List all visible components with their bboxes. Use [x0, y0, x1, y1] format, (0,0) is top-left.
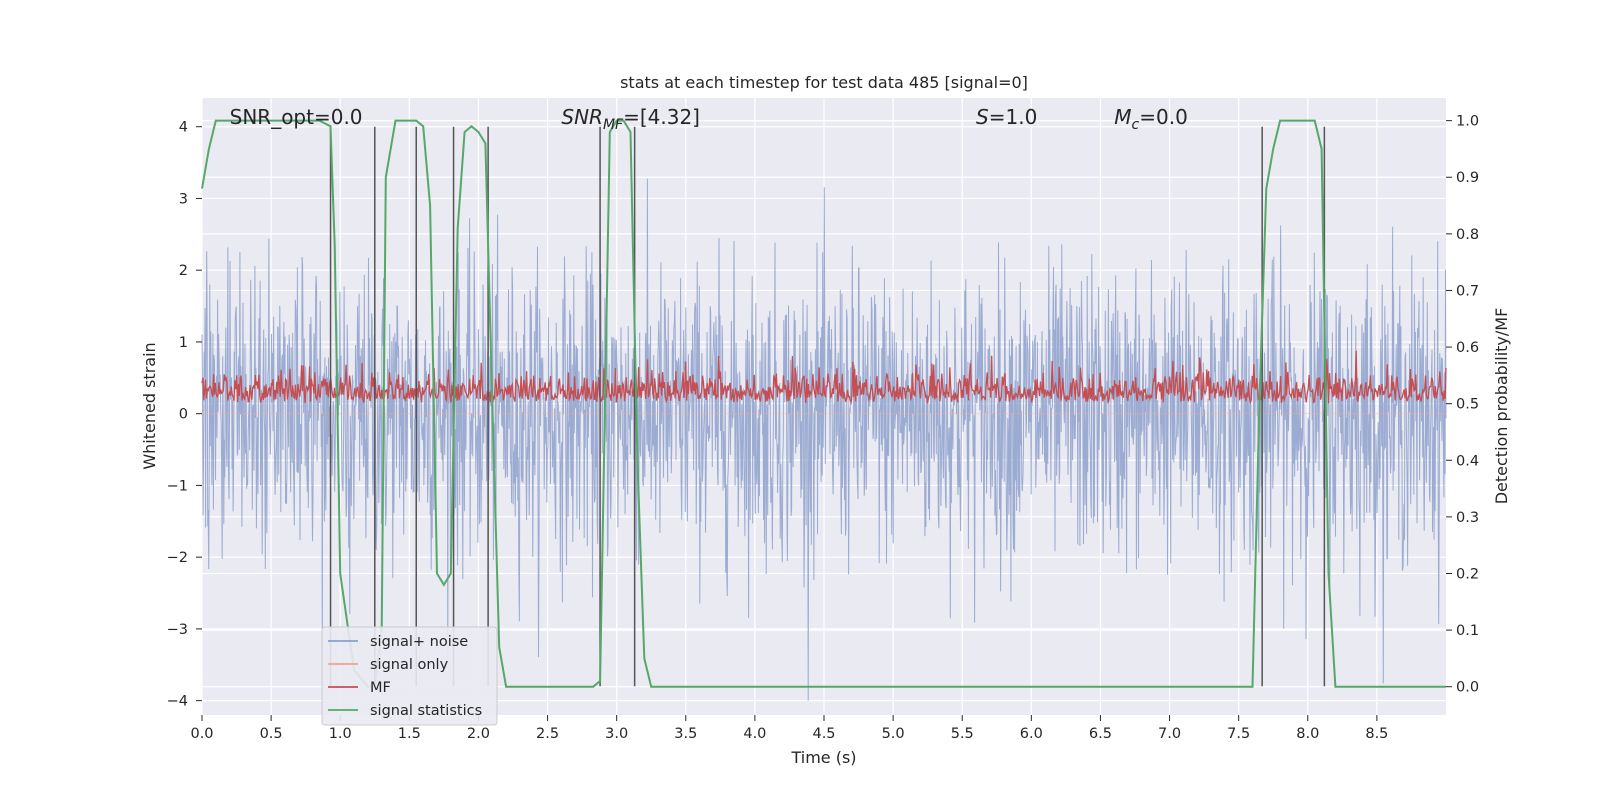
x-tick-label-5: 2.5 — [536, 726, 559, 742]
y-tick-label-5: −1 — [167, 478, 188, 494]
y-tick-label-3: 1 — [179, 335, 188, 351]
y2-tick-label-7: 0.3 — [1456, 510, 1479, 526]
x-tick-label-9: 4.5 — [812, 726, 835, 742]
y-axis-label: Whitened strain — [140, 342, 159, 469]
x-tick-label-14: 7.0 — [1158, 726, 1181, 742]
x-tick-label-0: 0.0 — [190, 726, 213, 742]
annotations: SNR_opt=0.0 SNRMF=[4.32] S=1.0 Mc=0.0 — [230, 105, 1188, 133]
legend-label-3: signal statistics — [370, 703, 482, 719]
annotation-3: Mc=0.0 — [1114, 105, 1188, 133]
x-tick-label-15: 7.5 — [1227, 726, 1250, 742]
signal-noise-line — [201, 178, 1447, 701]
y-tick-label-6: −2 — [167, 550, 188, 566]
legend: signal+ noise signal only MF signal statist… — [321, 626, 498, 726]
annotation-0: SNR_opt=0.0 — [230, 105, 363, 129]
x-axis-label: Time (s) — [790, 748, 856, 767]
legend-label-2: MF — [370, 680, 391, 696]
y-tick-label-0: 4 — [179, 120, 188, 136]
y2-tick-label-5: 0.5 — [1456, 397, 1479, 413]
y2-tick-label-6: 0.4 — [1456, 453, 1479, 469]
x-tick-label-12: 6.0 — [1020, 726, 1043, 742]
x-tick-label-8: 4.0 — [743, 726, 766, 742]
y2-tick-label-4: 0.6 — [1456, 340, 1479, 356]
x-tick-label-13: 6.5 — [1089, 726, 1112, 742]
x-tick-label-6: 3.0 — [605, 726, 628, 742]
chart-title: stats at each timestep for test data 485… — [620, 73, 1028, 92]
y-tick-labels: 4 3 2 1 0 −1 −2 −3 −4 — [167, 120, 202, 710]
y-tick-label-7: −3 — [167, 622, 188, 638]
y2-tick-label-3: 0.7 — [1456, 283, 1479, 299]
y2-tick-label-8: 0.2 — [1456, 566, 1479, 582]
legend-label-1: signal only — [370, 657, 449, 673]
y-tick-label-2: 2 — [179, 263, 188, 279]
x-tick-label-16: 8.0 — [1296, 726, 1319, 742]
y2-tick-label-2: 0.8 — [1456, 227, 1479, 243]
y2-axis-label: Detection probability/MF — [1492, 308, 1511, 505]
signal-noise-series — [201, 178, 1447, 701]
y-tick-label-4: 0 — [179, 407, 188, 423]
annotation-1: SNRMF=[4.32] — [561, 105, 700, 133]
y-tick-label-1: 3 — [179, 191, 188, 207]
y2-tick-label-0: 1.0 — [1456, 114, 1479, 130]
y2-tick-label-9: 0.1 — [1456, 623, 1479, 639]
legend-box — [321, 626, 498, 726]
x-tick-label-11: 5.5 — [951, 726, 974, 742]
x-tick-label-4: 2.0 — [467, 726, 490, 742]
x-tick-labels: 0.0 0.5 1.0 1.5 2.0 2.5 3.0 3.5 4.0 4.5 5.0 5.5 6.0 6… — [190, 715, 1388, 742]
annotation-2: S=1.0 — [976, 105, 1037, 129]
y2-tick-label-10: 0.0 — [1456, 680, 1479, 696]
x-tick-label-2: 1.0 — [329, 726, 352, 742]
x-tick-label-7: 3.5 — [674, 726, 697, 742]
x-tick-label-17: 8.5 — [1365, 726, 1388, 742]
legend-label-0: signal+ noise — [370, 634, 468, 650]
x-tick-label-3: 1.5 — [398, 726, 421, 742]
x-tick-label-10: 5.0 — [882, 726, 905, 742]
mf-series — [201, 350, 1447, 405]
mf-line — [201, 350, 1447, 405]
x-tick-label-1: 0.5 — [260, 726, 283, 742]
y2-tick-label-1: 0.9 — [1456, 170, 1479, 186]
y-tick-label-8: −4 — [167, 694, 188, 710]
y2-tick-labels: 1.0 0.9 0.8 0.7 0.6 0.5 0.4 0.3 0.2 0.1 0.0 — [1446, 114, 1479, 696]
